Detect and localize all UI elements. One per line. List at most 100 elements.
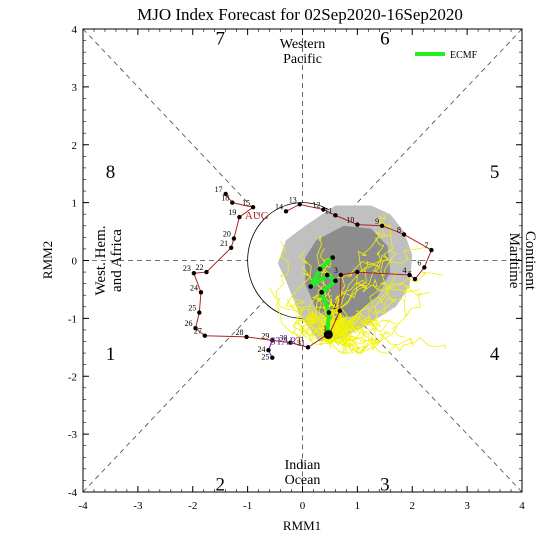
month-label: START [270,335,304,347]
y-tick-label: 2 [72,140,78,152]
x-tick-label: 2 [410,500,416,512]
phase-divider-diagonal [341,301,523,493]
observed-day-label: 2 [333,302,337,311]
ensemble-member-line [312,311,359,342]
y-tick-label: -2 [68,371,77,383]
observed-point [379,223,385,228]
observed-point [193,326,198,331]
y-tick-label: 0 [72,256,78,268]
ensemble-mean-point [308,284,314,289]
x-tick-label: -4 [78,500,88,512]
phase-number: 5 [490,162,500,183]
phase-number: 8 [106,162,116,183]
observed-point [407,272,412,278]
x-axis-label: RMM1 [283,518,321,533]
y-tick-label: 1 [72,198,78,210]
ensemble-mean-point [319,290,325,295]
legend: ECMF [415,50,478,61]
observed-point [191,271,197,276]
x-tick-label: 1 [355,500,361,512]
observed-day-label: 1 [323,324,327,333]
phase-number: 4 [490,344,500,365]
phase-number: 3 [380,474,390,495]
observed-day-label: 26 [184,319,192,328]
observed-day-label: 4 [403,266,407,275]
x-tick-label: 4 [519,500,525,512]
observed-point [429,247,434,253]
ensemble-mean-point [324,272,330,278]
ensemble-member-line [328,322,374,354]
ensemble-member-line [327,231,392,335]
observed-day-label: 19 [228,208,236,217]
observed-day-label: 13 [289,195,297,204]
observed-point [337,308,343,314]
ensemble-member-line [325,309,367,354]
observed-day-label: 21 [220,239,228,248]
observed-day-label: 29 [261,331,269,340]
start-point [266,348,271,353]
observed-day-label: 9 [375,217,379,226]
observed-point [355,269,360,275]
observed-point [412,276,418,282]
legend-label: ECMF [450,50,478,61]
observed-point [244,334,249,340]
ensemble-member-line [284,265,329,335]
ensemble-member-line [328,282,430,346]
chart-title: MJO Index Forecast for 02Sep2020-16Sep20… [137,5,463,24]
month-label: AUG [245,210,269,222]
y-tick-label: 4 [72,24,78,36]
observed-point [422,265,427,270]
x-tick-label: -1 [243,500,252,512]
observed-point [204,269,209,275]
ensemble-member-line [324,292,422,346]
ensemble-member-line [326,329,348,354]
observed-day-label: 23 [183,264,191,273]
observed-day-label: 17 [215,185,223,194]
observed-point [297,202,302,207]
observed-day-label: 12 [312,201,320,210]
observed-day-label: 7 [424,241,428,250]
region-label-bottom: Indian [285,458,321,473]
y-axis-label: RMM2 [40,241,55,279]
region-label-top: Western [280,37,326,52]
observed-day-label: 6 [417,258,421,267]
ensemble-mean-line [308,256,338,336]
observed-point [198,290,204,295]
region-label-top: Pacific [283,52,322,67]
observed-point [338,272,344,278]
observed-day-label: 5 [408,270,412,279]
phase-number: 1 [106,344,116,365]
ensemble-member-line [327,319,391,350]
y-tick-label: -3 [68,429,78,441]
observed-point [288,340,293,345]
start-day-label: 25 [261,353,269,362]
observed-day-label: 31 [297,338,305,347]
observed-point [197,310,202,315]
y-tick-label: -1 [68,313,77,325]
x-tick-label: -3 [133,500,143,512]
y-tick-label: -4 [68,487,78,499]
observed-day-label: 30 [279,334,287,343]
observed-point [250,205,256,210]
observed-point [333,213,338,218]
observed-day-label: 20 [223,230,231,239]
phase-number: 2 [215,474,225,495]
observed-point [401,232,407,237]
phase-divider-diagonal [341,28,523,220]
region-label-bottom: Ocean [285,473,321,488]
ensemble-mean-point [326,310,332,315]
observed-day-label: 27 [194,327,202,336]
observed-point [223,191,228,197]
start-day-label: 24 [257,345,265,354]
observed-point [230,200,235,205]
region-label-right: Continent [522,231,538,291]
observed-day-label: 14 [275,202,283,211]
x-tick-label: 3 [464,500,470,512]
ensemble-mean [308,255,338,340]
observed-point [321,207,326,212]
ensemble-members [269,205,446,354]
observed-day-label: 3 [334,266,338,275]
observed-day-label: 10 [346,216,354,225]
